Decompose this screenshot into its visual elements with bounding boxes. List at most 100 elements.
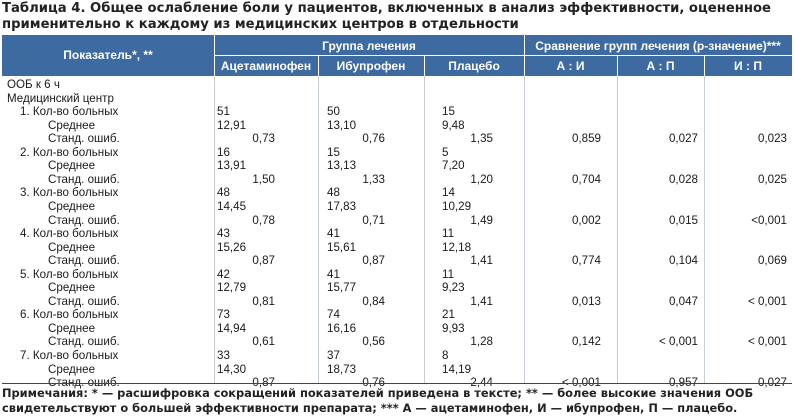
cell-placebo: 1,41: [470, 294, 493, 308]
cell-ibuprofen: 15,77: [327, 281, 357, 295]
table-row: Станд. ошиб. 0,87 0,87 1,41 0,774 0,104 0,069: [2, 254, 792, 267]
cell-p-i-vs-p: 0,027: [757, 376, 787, 390]
header-acetaminophen: Ацетаминофен: [220, 59, 312, 73]
header-ibuprofen: Ибупрофен: [336, 59, 406, 73]
table-row: Станд. ошиб. 0,87 0,76 2,44 < 0,001 0,957 0,02…: [2, 376, 792, 389]
row-label: Станд. ошиб.: [48, 172, 120, 186]
cell-placebo: 9,93: [442, 321, 465, 335]
header-i-vs-p: И : П: [734, 59, 762, 73]
row-label: Среднее: [48, 362, 96, 376]
column-divider: [617, 76, 618, 384]
row-label: 4. Кол-во больных: [20, 227, 119, 241]
cell-acetaminophen: 51: [217, 105, 230, 119]
table-row: Станд. ошиб. 0,73 0,76 1,35 0,859 0,027 0,023: [2, 132, 792, 145]
cell-ibuprofen: 0,56: [362, 335, 385, 349]
table-header-bottom: [2, 56, 792, 76]
cell-p-a-vs-i: 0,002: [571, 213, 601, 227]
cell-ibuprofen: 17,83: [327, 199, 357, 213]
cell-p-i-vs-p: 0,069: [757, 254, 787, 268]
cell-ibuprofen: 0,76: [362, 376, 385, 390]
column-divider: [524, 76, 525, 384]
header-comparison: Сравнение групп лечения (p-значение)***: [535, 39, 781, 53]
cell-placebo: 21: [442, 308, 455, 322]
table-header-top: [2, 35, 792, 56]
column-divider: [704, 76, 705, 384]
table-caption: Таблица 4. Общее ослабление боли у пацие…: [2, 1, 771, 32]
table-row: Среднее 14,30 18,73 14,19: [2, 363, 792, 376]
cell-placebo: 9,48: [442, 118, 465, 132]
cell-acetaminophen: 42: [217, 267, 230, 281]
row-label: Станд. ошиб.: [48, 213, 120, 227]
cell-placebo: 7,20: [442, 159, 465, 173]
cell-acetaminophen: 43: [217, 227, 230, 241]
column-divider: [214, 76, 215, 384]
header-divider: [424, 56, 425, 76]
cell-ibuprofen: 0,84: [362, 294, 385, 308]
table-body: ООБ к 6 ч Медицинский центр 1. Кол-во боль…: [2, 76, 792, 389]
row-label: Среднее: [48, 159, 96, 173]
cell-ibuprofen: 13,13: [327, 159, 357, 173]
cell-acetaminophen: 0,73: [252, 132, 275, 146]
cell-ibuprofen: 1,33: [362, 172, 385, 186]
cell-ibuprofen: 41: [327, 267, 340, 281]
row-label: 6. Кол-во больных: [20, 308, 119, 322]
cell-p-i-vs-p: < 0,001: [747, 335, 787, 349]
table-row: 1. Кол-во больных 51 50 15: [2, 105, 792, 118]
results-table: Показатель*, ** Группа лечения Сравнение…: [2, 35, 792, 389]
cell-placebo: 1,35: [470, 132, 493, 146]
cell-ibuprofen: 13,10: [327, 118, 357, 132]
cell-acetaminophen: 12,79: [217, 281, 247, 295]
table-row: 6. Кол-во больных 73 74 21: [2, 308, 792, 321]
row-label: Среднее: [48, 321, 96, 335]
cell-acetaminophen: 0,87: [252, 376, 275, 390]
cell-placebo: 1,41: [470, 254, 493, 268]
header-hrule: [214, 55, 792, 56]
row-label: 3. Кол-во больных: [20, 186, 119, 200]
header-indicator: Показатель*, **: [63, 48, 153, 62]
table-row: Станд. ошиб. 0,61 0,56 1,28 0,142 < 0,001 < 0,…: [2, 335, 792, 348]
header-placebo: Плацебо: [448, 59, 500, 73]
cell-placebo: 5: [442, 145, 449, 159]
cell-p-i-vs-p: 0,023: [757, 132, 787, 146]
cell-placebo: 11: [442, 227, 455, 241]
cell-placebo: 14,19: [442, 362, 472, 376]
table-row: 5. Кол-во больных 42 41 11: [2, 268, 792, 281]
table-row: 3. Кол-во больных 48 48 14: [2, 186, 792, 199]
table-row: Медицинский центр: [2, 92, 792, 105]
row-label: Медицинский центр: [7, 91, 114, 105]
cell-placebo: 1,49: [470, 213, 493, 227]
cell-acetaminophen: 16: [217, 145, 230, 159]
table-row: ООБ к 6 ч: [2, 78, 792, 91]
cell-p-a-vs-i: 0,704: [571, 172, 601, 186]
cell-placebo: 14: [442, 186, 455, 200]
row-label: Станд. ошиб.: [48, 376, 120, 390]
table-row: Среднее 13,91 13,13 7,20: [2, 159, 792, 172]
column-divider: [318, 76, 319, 384]
table-row: Станд. ошиб. 1,50 1,33 1,20 0,704 0,028 0,025: [2, 173, 792, 186]
cell-acetaminophen: 0,78: [252, 213, 275, 227]
table-row: 2. Кол-во больных 16 15 5: [2, 146, 792, 159]
cell-acetaminophen: 14,45: [217, 199, 247, 213]
cell-p-i-vs-p: < 0,001: [747, 294, 787, 308]
header-divider: [617, 56, 618, 76]
table-row: 4. Кол-во больных 43 41 11: [2, 227, 792, 240]
table-row: Станд. ошиб. 0,81 0,84 1,41 0,013 0,047 < 0,00…: [2, 295, 792, 308]
cell-acetaminophen: 14,94: [217, 321, 247, 335]
cell-p-a-vs-i: 0,142: [571, 335, 601, 349]
table-row: Среднее 14,45 17,83 10,29: [2, 200, 792, 213]
row-label: 5. Кол-во больных: [20, 267, 119, 281]
column-divider: [424, 76, 425, 384]
cell-ibuprofen: 0,76: [362, 132, 385, 146]
cell-placebo: 11: [442, 267, 455, 281]
row-label: 7. Кол-во больных: [20, 349, 119, 362]
table-row: 7. Кол-во больных 33 37 8: [2, 349, 792, 362]
row-label: Станд. ошиб.: [48, 294, 120, 308]
cell-acetaminophen: 15,26: [217, 240, 247, 254]
table-row: Среднее 15,26 15,61 12,18: [2, 241, 792, 254]
header-treatment-group: Группа лечения: [322, 39, 416, 53]
cell-p-a-vs-p: 0,957: [668, 376, 698, 390]
cell-ibuprofen: 48: [327, 186, 340, 200]
cell-ibuprofen: 15,61: [327, 240, 357, 254]
row-label: 1. Кол-во больных: [20, 105, 119, 119]
cell-acetaminophen: 48: [217, 186, 230, 200]
